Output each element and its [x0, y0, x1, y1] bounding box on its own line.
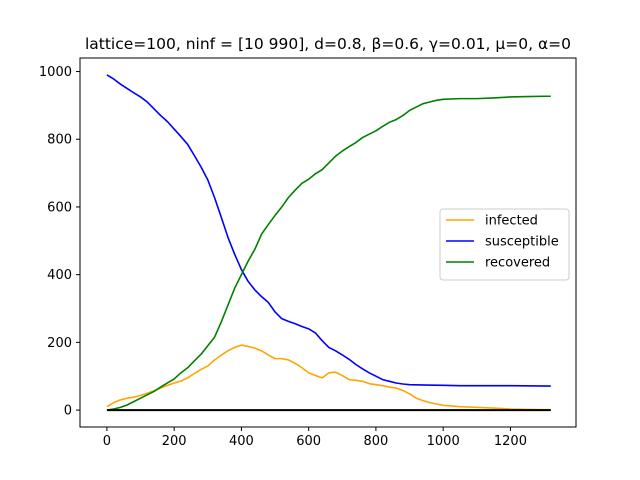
- x-tick-label: 400: [229, 434, 254, 449]
- series-layer: [106, 74, 551, 412]
- y-axis: 0 200 400 600 800 1000: [39, 65, 80, 419]
- x-tick-label: 1000: [427, 434, 460, 449]
- series-line-susceptible: [106, 74, 551, 387]
- y-tick-label: 0: [64, 404, 72, 419]
- x-axis: 0 200 400 600 800 1000 1200: [103, 427, 527, 449]
- chart-title: lattice=100, ninf = [10 990], d=0.8, β=0…: [85, 35, 571, 53]
- legend-label-recovered: recovered: [485, 256, 550, 271]
- y-tick-label: 800: [47, 133, 72, 148]
- series-line-infected: [106, 344, 551, 411]
- plot-frame: [79, 57, 577, 428]
- legend-label-infected: infected: [485, 214, 538, 229]
- y-tick-label: 1000: [39, 65, 72, 80]
- legend-label-susceptible: susceptible: [485, 235, 559, 250]
- y-tick-label: 600: [47, 200, 72, 215]
- y-tick-label: 400: [47, 268, 72, 283]
- series-line-recovered: [106, 95, 551, 411]
- x-tick-label: 200: [162, 434, 187, 449]
- x-tick-label: 800: [364, 434, 389, 449]
- y-tick-label: 200: [47, 336, 72, 351]
- legend: infected susceptible recovered: [439, 208, 570, 281]
- x-tick-label: 600: [296, 434, 321, 449]
- x-tick-label: 0: [103, 434, 111, 449]
- x-tick-label: 1200: [494, 434, 527, 449]
